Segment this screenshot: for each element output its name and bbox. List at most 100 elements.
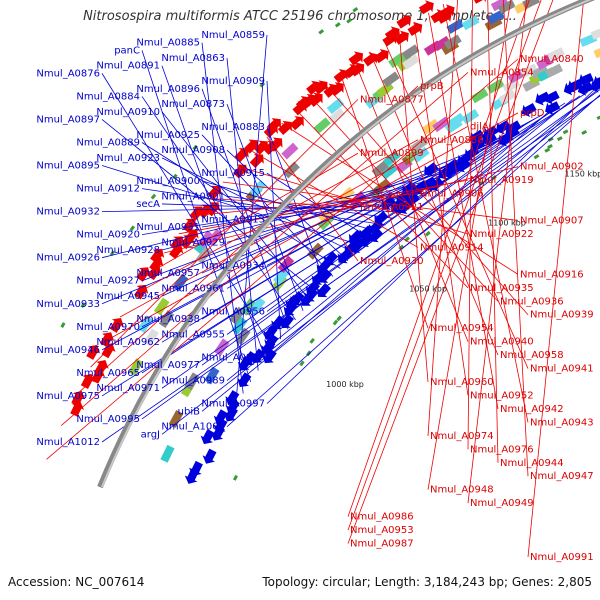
feature-block xyxy=(382,71,400,88)
right-gene-label: Nmul_A0840 xyxy=(520,54,584,65)
reverse-gene-arrow xyxy=(349,62,365,77)
forward-gene-arrow xyxy=(495,120,511,135)
left-gene-label: Nmul_A0931 xyxy=(136,222,200,233)
reverse-gene-arrow xyxy=(472,0,488,4)
left-gene-label: Nmul_A0956 xyxy=(201,306,265,317)
right-gene-label: Nmul_A0944 xyxy=(500,458,564,469)
right-leader-line xyxy=(163,166,519,254)
left-gene-label: argJ xyxy=(141,429,160,440)
feature-block xyxy=(160,444,175,463)
right-gene-label: Nmul_A0919 xyxy=(470,175,534,186)
right-leader-line xyxy=(60,72,469,426)
left-leader-line xyxy=(101,119,319,294)
forward-gene-arrow xyxy=(578,73,594,87)
reverse-gene-arrow xyxy=(266,118,282,133)
right-gene-label: Nmul_A0948 xyxy=(430,485,494,496)
left-leader-line xyxy=(141,89,600,420)
right-gene-label: Nmul_A0899 xyxy=(360,148,424,159)
feature-block xyxy=(204,366,220,385)
forward-gene-arrow xyxy=(264,333,279,349)
left-gene-label: Nmul_A0933 xyxy=(36,299,100,310)
left-gene-label: Nmul_A0863 xyxy=(161,53,225,64)
left-gene-label: Nmul_A1012 xyxy=(36,437,100,448)
left-leader-line xyxy=(161,95,581,389)
forward-gene-arrow xyxy=(316,283,332,298)
forward-gene-arrow xyxy=(290,291,305,306)
left-leader-line xyxy=(226,122,528,335)
forward-gene-arrow xyxy=(200,429,215,445)
left-leader-line xyxy=(141,102,566,374)
forward-gene-arrow xyxy=(202,448,217,464)
feature-block xyxy=(522,0,541,10)
left-gene-label: Nmul_A0995 xyxy=(76,414,140,425)
right-gene-label: prpB xyxy=(420,81,444,92)
left-gene-label: Nmul_A0934 xyxy=(201,260,265,271)
left-gene-label: Nmul_A0901 xyxy=(161,191,225,202)
right-leader-line xyxy=(105,112,519,342)
left-leader-line xyxy=(161,65,267,360)
marker-dash xyxy=(556,136,563,142)
left-gene-label: Nmul_A0910 xyxy=(96,107,160,118)
left-gene-label: secA xyxy=(136,199,160,210)
right-gene-label: Nmul_A0914 xyxy=(420,242,484,253)
marker-dash xyxy=(352,7,359,13)
feature-block xyxy=(433,35,451,52)
left-gene-label: Nmul_A0926 xyxy=(36,253,100,264)
reverse-gene-arrow xyxy=(109,317,124,333)
left-gene-label: Nmul_A0955 xyxy=(161,329,225,340)
feature-block xyxy=(461,108,480,125)
right-leader-line xyxy=(347,0,530,517)
marker-dash xyxy=(318,29,325,35)
left-gene-label: Nmul_A0897 xyxy=(36,114,100,125)
right-gene-label: Nmul_A0902 xyxy=(520,162,584,173)
reverse-gene-arrow xyxy=(86,344,101,360)
right-gene-label: Nmul_A0952 xyxy=(470,390,534,401)
left-gene-label: Nmul_A0923 xyxy=(96,153,160,164)
reverse-gene-arrow xyxy=(348,51,363,66)
feature-block xyxy=(143,328,159,347)
leader-lines xyxy=(46,0,600,558)
marker-dash xyxy=(60,322,66,329)
right-gene-label: Nmul_A0939 xyxy=(530,310,594,321)
feature-block xyxy=(401,44,420,60)
marker-dash xyxy=(544,147,551,153)
forward-gene-arrow xyxy=(592,74,600,89)
left-gene-label: Nmul_A0913 xyxy=(201,214,265,225)
right-gene-label: Nmul_A0958 xyxy=(500,350,564,361)
forward-gene-arrow xyxy=(323,251,339,266)
forward-gene-arrow xyxy=(577,82,594,96)
reverse-gene-arrow xyxy=(136,267,151,282)
left-leader-line xyxy=(226,99,573,381)
reverse-gene-arrow xyxy=(254,140,269,155)
left-leader-line xyxy=(141,188,386,226)
forward-gene-arrow xyxy=(237,372,252,388)
reverse-gene-arrow xyxy=(289,116,304,131)
reverse-gene-arrow xyxy=(394,30,409,45)
reverse-gene-arrow xyxy=(149,257,164,273)
reverse-gene-arrow xyxy=(150,248,165,264)
left-gene-label: Nmul_A0915 xyxy=(201,168,265,179)
reverse-gene-arrow xyxy=(244,139,259,154)
right-leader-line xyxy=(134,139,419,295)
right-gene-label: Nmul_A0877 xyxy=(360,94,424,105)
feature-block xyxy=(306,242,324,260)
reverse-gene-arrow xyxy=(234,147,249,163)
reverse-gene-arrow xyxy=(182,218,197,233)
right-leader-line xyxy=(347,0,542,531)
right-gene-label: Nmul_A0976 xyxy=(470,444,534,455)
left-leader-line xyxy=(161,118,536,343)
left-gene-label: Nmul_A0908 xyxy=(161,145,225,156)
gene-labels: Nmul_A0859Nmul_A0885panCNmul_A0863Nmul_A… xyxy=(36,30,593,563)
left-gene-label: Nmul_A0859 xyxy=(201,30,265,41)
forward-gene-arrow xyxy=(279,313,295,329)
right-gene-label: Nmul_A0906 xyxy=(420,189,484,200)
right-gene-label: Nmul_A0940 xyxy=(470,337,534,348)
marker-dash xyxy=(332,319,339,326)
feature-block xyxy=(371,160,389,178)
reverse-gene-arrow xyxy=(329,82,344,97)
feature-block xyxy=(153,297,170,316)
right-gene-label: Nmul_A0907 xyxy=(520,216,584,227)
marker-dash xyxy=(596,115,600,120)
left-gene-label: Nmul_A0957 xyxy=(136,268,200,279)
left-gene-label: Nmul_A0885 xyxy=(136,38,200,49)
